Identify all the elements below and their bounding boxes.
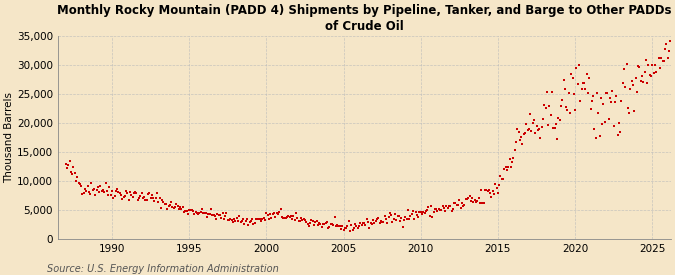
Y-axis label: Thousand Barrels: Thousand Barrels — [4, 92, 14, 183]
Text: Source: U.S. Energy Information Administration: Source: U.S. Energy Information Administ… — [47, 264, 279, 274]
Title: Monthly Rocky Mountain (PADD 4) Shipments by Pipeline, Tanker, and Barge to Othe: Monthly Rocky Mountain (PADD 4) Shipment… — [57, 4, 672, 33]
